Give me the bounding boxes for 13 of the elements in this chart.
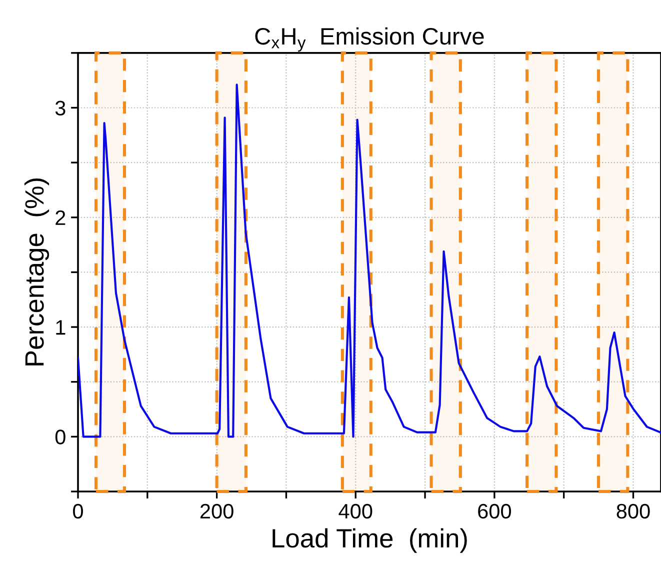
x-tick-label: 0 [73,504,83,519]
x-tick-label: 200 [200,504,234,519]
y-tick-label: 3 [55,100,66,116]
line-series [78,84,661,438]
x-tick-label: 600 [478,504,511,519]
chart-title: C$_{x}$H$_{y}$ Emission Curve [255,27,484,52]
x-axis-title: Load Time (min) [272,528,467,553]
y-tick-label: 1 [56,320,66,335]
y-axis-title: Percentage (%) [24,178,50,366]
x-tick-label: 800 [616,504,650,519]
x-tick-label: 400 [338,504,372,519]
y-tick-label: 0 [55,430,66,444]
y-tick-label: 2 [56,210,66,225]
